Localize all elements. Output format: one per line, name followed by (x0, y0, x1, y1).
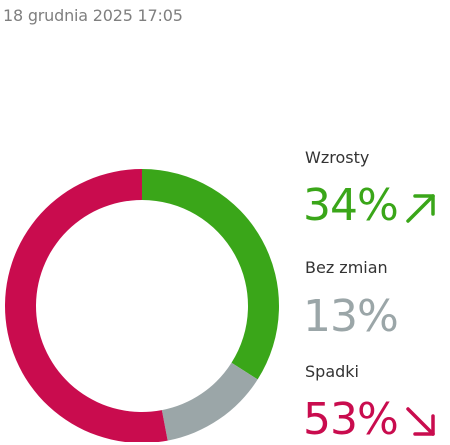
donut-slice-spadki (5, 169, 168, 442)
legend-value-spadki: 53% (303, 398, 438, 442)
legend-value-bez-zmian: 13% (303, 295, 399, 339)
arrow-up-right-icon (406, 194, 435, 223)
legend-label-wzrosty: Wzrosty (305, 148, 370, 167)
timestamp: 18 grudnia 2025 17:05 (3, 6, 183, 25)
legend-value-wzrosty: 34% (303, 184, 438, 228)
legend-value-wzrosty-text: 34% (303, 180, 399, 231)
legend-label-bez-zmian: Bez zmian (305, 258, 388, 277)
legend-label-spadki: Spadki (305, 362, 359, 381)
legend-value-bez-zmian-text: 13% (303, 291, 399, 342)
arrow-down-right-icon (406, 407, 435, 436)
donut-chart (5, 169, 279, 442)
donut-slice-bez-zmian (161, 362, 258, 441)
legend-value-spadki-text: 53% (303, 394, 399, 445)
donut-slice-wzrosty (142, 169, 279, 380)
